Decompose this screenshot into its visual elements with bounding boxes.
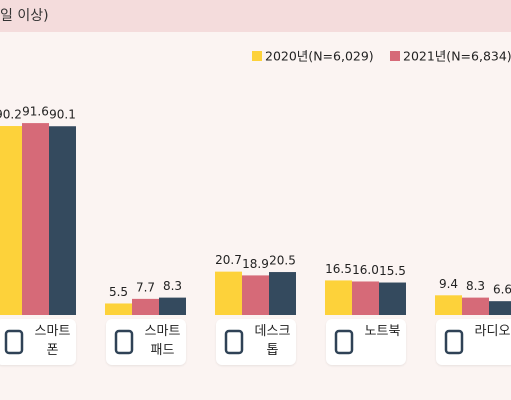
bar	[242, 275, 269, 315]
category-icon	[4, 329, 23, 355]
bar	[352, 281, 379, 315]
value-label: 20.7	[215, 253, 242, 267]
legend-swatch	[390, 51, 400, 61]
chart-title: 일 이상)	[0, 8, 49, 24]
category-box: 스마트폰	[0, 319, 76, 365]
bar	[159, 297, 186, 315]
x-tick-label: 노트북	[364, 324, 401, 339]
bar	[132, 298, 159, 315]
value-label: 16.0	[352, 263, 379, 277]
bar	[269, 272, 296, 315]
value-label: 8.3	[163, 279, 182, 293]
bar	[215, 271, 242, 315]
value-label: 91.6	[22, 105, 49, 119]
category-box: 노트북	[325, 319, 406, 365]
category-box: 데스크톱	[215, 319, 296, 365]
legend-label: 2020년(N=6,029)	[265, 49, 374, 64]
legend-swatch	[252, 51, 262, 61]
bar	[435, 295, 462, 315]
value-label: 90.2	[0, 108, 22, 122]
x-tick-label: 라디오	[474, 324, 511, 339]
bar	[0, 126, 22, 315]
bar	[49, 126, 76, 315]
category-box: 라디오	[435, 319, 511, 365]
bar	[462, 297, 489, 315]
category-icon	[444, 329, 463, 355]
category-icon	[114, 329, 133, 355]
value-label: 20.5	[269, 254, 296, 268]
bar	[325, 280, 352, 315]
category-box: 스마트패드	[105, 319, 186, 365]
bar	[489, 301, 511, 315]
category-icon	[334, 329, 353, 355]
x-tick-label: 데스크톱	[254, 324, 291, 358]
value-label: 7.7	[136, 280, 155, 294]
bar	[379, 282, 406, 315]
bar	[105, 303, 132, 315]
title-band	[0, 0, 511, 32]
value-label: 18.9	[242, 257, 269, 271]
bar	[22, 123, 49, 316]
value-label: 5.5	[109, 285, 128, 299]
legend-label: 2021년(N=6,834)	[403, 49, 511, 64]
x-tick-label: 스마트패드	[144, 324, 181, 358]
x-tick-label: 스마트폰	[34, 324, 71, 358]
value-label: 90.1	[49, 108, 76, 122]
value-label: 6.6	[493, 283, 511, 297]
value-label: 9.4	[439, 277, 458, 291]
value-label: 8.3	[466, 279, 485, 293]
category-icon	[224, 329, 243, 355]
value-label: 16.5	[325, 262, 352, 276]
value-label: 15.5	[379, 264, 406, 278]
